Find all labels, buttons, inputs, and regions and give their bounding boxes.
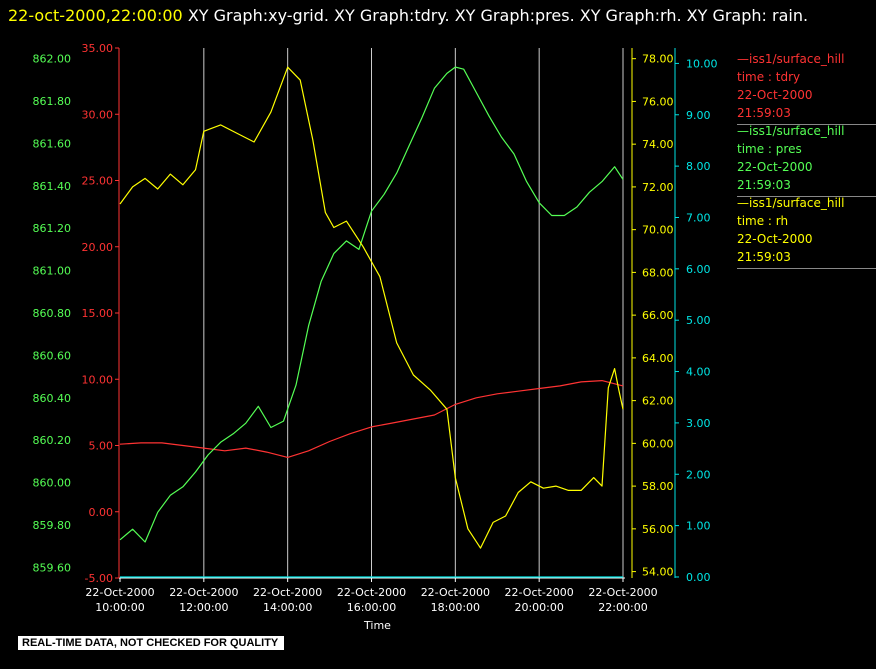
tdry-tick-label: 25.00 xyxy=(82,175,114,188)
legend-entry-tdry: —iss1/surface_hill time : tdry 22-Oct-20… xyxy=(737,50,876,125)
rh-tick-label: 70.00 xyxy=(642,224,674,237)
x-axis-label: Time xyxy=(363,619,391,632)
legend-time: 21:59:03 xyxy=(737,250,791,264)
pres-series-line xyxy=(119,66,624,543)
quality-disclaimer: REAL-TIME DATA, NOT CHECKED FOR QUALITY xyxy=(18,636,285,650)
rh-tick-label: 72.00 xyxy=(642,181,674,194)
chart-header: 22-oct-2000,22:00:00 XY Graph:xy-grid. X… xyxy=(8,2,868,30)
pres-tick-label: 861.80 xyxy=(33,95,72,108)
x-tick-time: 12:00:00 xyxy=(179,601,228,614)
chart-title: XY Graph:xy-grid. XY Graph:tdry. XY Grap… xyxy=(187,6,809,25)
rh-tick-label: 56.00 xyxy=(642,523,674,536)
x-tick-date: 22-Oct-2000 xyxy=(421,586,490,599)
rain-tick-label: 6.00 xyxy=(686,263,711,276)
legend-entry-rh: —iss1/surface_hill time : rh 22-Oct-2000… xyxy=(737,194,876,269)
rain-tick-label: 10.00 xyxy=(686,57,718,70)
rh-tick-label: 78.00 xyxy=(642,53,674,66)
legend-station: —iss1/surface_hill xyxy=(737,196,845,210)
pres-tick-label: 860.20 xyxy=(33,434,72,447)
rain-tick-label: 2.00 xyxy=(686,468,711,481)
legend-station: —iss1/surface_hill xyxy=(737,124,845,138)
x-tick-time: 20:00:00 xyxy=(514,601,563,614)
legend-date: 22-Oct-2000 xyxy=(737,232,813,246)
tdry-tick-label: 20.00 xyxy=(82,241,114,254)
tdry-series-line xyxy=(119,380,624,458)
rain-tick-label: 3.00 xyxy=(686,417,711,430)
rh-tick-label: 62.00 xyxy=(642,395,674,408)
legend-variable: time : pres xyxy=(737,142,802,156)
x-tick-time: 18:00:00 xyxy=(431,601,480,614)
x-tick-time: 14:00:00 xyxy=(263,601,312,614)
x-tick-date: 22-Oct-2000 xyxy=(505,586,574,599)
rain-tick-label: 9.00 xyxy=(686,109,711,122)
x-tick-date: 22-Oct-2000 xyxy=(169,586,238,599)
rain-tick-label: 0.00 xyxy=(686,571,711,584)
tdry-tick-label: -5.00 xyxy=(85,572,113,585)
tdry-tick-label: 15.00 xyxy=(82,307,114,320)
legend-time: 21:59:03 xyxy=(737,178,791,192)
timestamp: 22-oct-2000,22:00:00 xyxy=(8,6,183,25)
pres-tick-label: 861.20 xyxy=(33,222,72,235)
pres-tick-label: 859.60 xyxy=(33,561,72,574)
rain-tick-label: 7.00 xyxy=(686,211,711,224)
x-tick-time: 10:00:00 xyxy=(95,601,144,614)
rain-tick-label: 5.00 xyxy=(686,314,711,327)
pres-tick-label: 860.40 xyxy=(33,392,72,405)
pres-tick-label: 860.80 xyxy=(33,307,72,320)
rh-tick-label: 76.00 xyxy=(642,95,674,108)
pres-tick-label: 862.00 xyxy=(33,53,72,66)
pres-tick-label: 861.40 xyxy=(33,180,72,193)
legend-time: 21:59:03 xyxy=(737,106,791,120)
rh-tick-label: 58.00 xyxy=(642,480,674,493)
rain-tick-label: 1.00 xyxy=(686,520,711,533)
rain-tick-label: 8.00 xyxy=(686,160,711,173)
rh-tick-label: 54.00 xyxy=(642,566,674,579)
pres-tick-label: 861.00 xyxy=(33,265,72,278)
legend-station: —iss1/surface_hill xyxy=(737,52,845,66)
rh-series-line xyxy=(119,66,624,549)
rh-tick-label: 66.00 xyxy=(642,309,674,322)
x-tick-date: 22-Oct-2000 xyxy=(85,586,154,599)
pres-tick-label: 859.80 xyxy=(33,519,72,532)
rh-tick-label: 60.00 xyxy=(642,437,674,450)
legend-variable: time : rh xyxy=(737,214,789,228)
x-tick-date: 22-Oct-2000 xyxy=(253,586,322,599)
legend-date: 22-Oct-2000 xyxy=(737,160,813,174)
legend-entry-pres: —iss1/surface_hill time : pres 22-Oct-20… xyxy=(737,122,876,197)
tdry-tick-label: 0.00 xyxy=(89,506,114,519)
tdry-tick-label: 35.00 xyxy=(82,42,114,55)
rh-tick-label: 68.00 xyxy=(642,266,674,279)
rh-tick-label: 74.00 xyxy=(642,138,674,151)
rain-tick-label: 4.00 xyxy=(686,366,711,379)
rh-tick-label: 64.00 xyxy=(642,352,674,365)
tdry-tick-label: 5.00 xyxy=(89,440,114,453)
pres-tick-label: 861.60 xyxy=(33,137,72,150)
tdry-tick-label: 30.00 xyxy=(82,108,114,121)
x-tick-time: 16:00:00 xyxy=(347,601,396,614)
x-tick-time: 22:00:00 xyxy=(598,601,647,614)
legend-variable: time : tdry xyxy=(737,70,801,84)
legend-date: 22-Oct-2000 xyxy=(737,88,813,102)
tdry-tick-label: 10.00 xyxy=(82,373,114,386)
x-tick-date: 22-Oct-2000 xyxy=(588,586,657,599)
pres-tick-label: 860.00 xyxy=(33,477,72,490)
pres-tick-label: 860.60 xyxy=(33,349,72,362)
x-tick-date: 22-Oct-2000 xyxy=(337,586,406,599)
